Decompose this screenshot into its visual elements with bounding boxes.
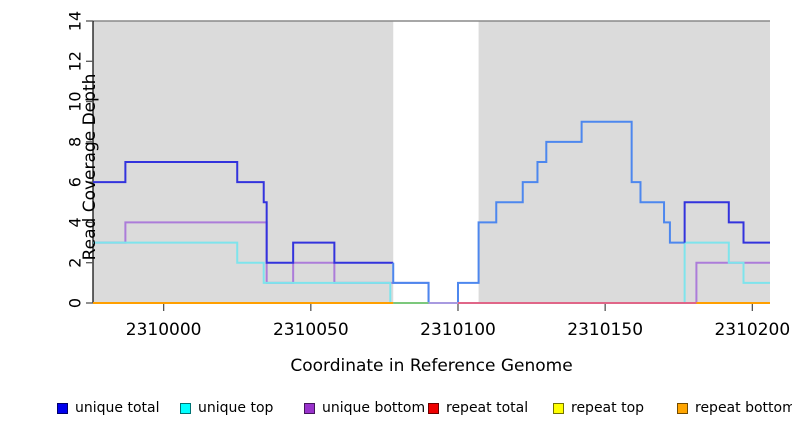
series-lines	[93, 120, 770, 304]
series-line-unique-total-right-block-	[683, 201, 770, 244]
legend-item-unique-total: unique total	[57, 398, 159, 418]
series-line-unique-total-middle-block-	[392, 120, 685, 304]
chart-legend: unique total unique top unique bottom repea…	[0, 398, 792, 420]
legend-swatch	[180, 402, 191, 414]
legend-item-repeat-top: repeat top	[553, 398, 644, 418]
legend-item-repeat-total: repeat total	[428, 398, 528, 418]
legend-label: unique total	[75, 400, 160, 416]
legend-swatch	[304, 402, 315, 414]
legend-label: repeat top	[571, 400, 645, 416]
y-tick-label: 12	[66, 51, 85, 71]
legend-item-unique-bottom: unique bottom	[304, 398, 425, 418]
y-tick-label: 2	[66, 258, 85, 268]
legend-item-repeat-bottom: repeat bottom	[677, 398, 792, 418]
x-tick-label: 2310200	[714, 320, 790, 340]
y-tick-label: 14	[66, 11, 85, 31]
alignment-shading	[93, 21, 770, 303]
legend-swatch	[553, 402, 564, 414]
legend-swatch	[428, 402, 439, 414]
alignment-region-shade	[478, 21, 770, 303]
y-tick-label: 0	[66, 298, 85, 308]
y-tick-label: 10	[66, 91, 85, 111]
legend-item-unique-top: unique top	[180, 398, 273, 418]
legend-label: unique top	[198, 400, 274, 416]
y-tick-label: 6	[66, 177, 85, 187]
legend-swatch	[677, 402, 688, 414]
y-tick-label: 4	[66, 217, 85, 227]
x-tick-label: 2310000	[126, 320, 202, 340]
x-tick-label: 2310150	[567, 320, 643, 340]
legend-label: unique bottom	[322, 400, 426, 416]
series-line-unique-total-left-block-	[93, 161, 394, 264]
legend-label: repeat total	[446, 400, 529, 416]
y-tick-label: 8	[66, 137, 85, 147]
legend-label: repeat bottom	[695, 400, 792, 416]
y-axis: 0 2 4 6 8 10 12 14	[66, 11, 94, 308]
x-axis: 2310000 2310050 2310100 2310150 2310200	[126, 304, 790, 340]
legend-swatch	[57, 402, 68, 414]
x-tick-label: 2310100	[420, 320, 496, 340]
x-axis-title: Coordinate in Reference Genome	[290, 356, 573, 376]
y-axis-title: Read Coverage Depth	[80, 73, 100, 261]
x-tick-label: 2310050	[273, 320, 349, 340]
